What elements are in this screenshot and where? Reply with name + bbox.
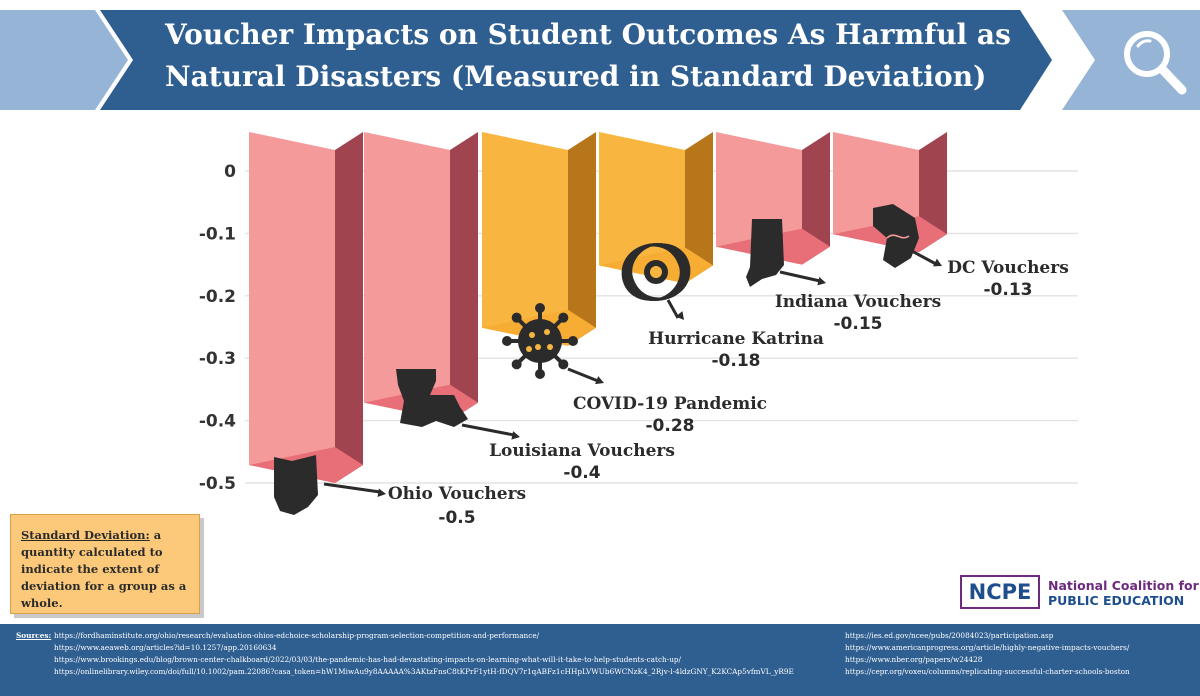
pointer-arrow <box>567 367 604 385</box>
sources-label: Sources: <box>16 631 52 640</box>
y-tick-label: -0.2 <box>199 287 236 307</box>
y-tick-label: -0.3 <box>199 349 236 369</box>
ncpe-logo: NCPE National Coalition for PUBLIC EDUCA… <box>960 575 1199 611</box>
bar-value-label: -0.15 <box>834 314 883 334</box>
bar-side-face <box>802 132 830 265</box>
bar-side-face <box>335 132 363 483</box>
definition-box: Standard Deviation: a quantity calculate… <box>10 514 200 614</box>
banner-main-arrow <box>100 10 1052 110</box>
indiana-state-icon <box>746 219 784 287</box>
sources-right-column: https://ies.ed.gov/ncee/pubs/20084023/pa… <box>845 630 1190 678</box>
hurricane-icon <box>621 242 691 302</box>
pointer-arrow <box>909 248 942 267</box>
bar-category-label: COVID-19 Pandemic <box>573 394 767 414</box>
y-tick-label: 0 <box>224 162 236 182</box>
dc-map-icon <box>873 204 919 268</box>
sources-left-column: https://fordhaminstitute.org/ohio/resear… <box>54 630 824 678</box>
bar-value-label: -0.5 <box>438 508 475 528</box>
bar-front-face <box>249 132 335 483</box>
source-link[interactable]: https://fordhaminstitute.org/ohio/resear… <box>54 631 540 640</box>
bar-value-label: -0.13 <box>984 280 1033 300</box>
bar-category-label: DC Vouchers <box>947 258 1069 278</box>
y-tick-label: -0.1 <box>199 224 236 244</box>
pointer-arrow <box>461 423 520 440</box>
logo-name-line1: National Coalition for <box>1048 578 1199 593</box>
logo-abbreviation: NCPE <box>960 575 1040 609</box>
bar <box>249 132 363 483</box>
source-link[interactable]: https://www.americanprogress.org/article… <box>845 643 1130 652</box>
virus-icon <box>502 303 578 379</box>
banner-left-chevron <box>0 10 128 110</box>
bar-category-label: Ohio Vouchers <box>388 484 526 504</box>
logo-name-line2: PUBLIC EDUCATION <box>1048 593 1185 608</box>
bar-value-label: -0.18 <box>712 351 761 371</box>
bar-category-label: Louisiana Vouchers <box>489 441 675 461</box>
bar-value-label: -0.4 <box>563 463 600 483</box>
bar-labels: Ohio Vouchers -0.5 Louisiana Vouchers-0.4 C… <box>388 258 1069 528</box>
bar-front-face <box>482 132 568 346</box>
y-axis: 0 -0.1 -0.2 -0.3 -0.4 -0.5 <box>199 162 236 494</box>
bar-category-label: Hurricane Katrina <box>648 329 824 349</box>
bar-chart: 0 -0.1 -0.2 -0.3 -0.4 -0.5 Ohio Vouchers -0.5 L… <box>199 132 1078 528</box>
bar-side-face <box>568 132 596 346</box>
ohio-state-icon <box>274 455 318 515</box>
source-link[interactable]: https://www.aeaweb.org/articles?id=10.12… <box>54 643 277 652</box>
bar-category-label: Indiana Vouchers <box>775 292 941 312</box>
pointer-arrow <box>323 482 386 498</box>
pointer-arrow <box>779 270 826 286</box>
title-banner <box>0 10 1200 110</box>
y-tick-label: -0.4 <box>199 412 236 432</box>
sources-footer: Sources: https://fordhaminstitute.org/oh… <box>0 624 1200 696</box>
source-link[interactable]: https://www.nber.org/papers/w24428 <box>845 655 983 664</box>
bar <box>833 132 947 253</box>
chart-title: Voucher Impacts on Student Outcomes As H… <box>165 18 1011 93</box>
definition-term: Standard Deviation: <box>21 528 150 542</box>
bar-value-label: -0.28 <box>646 416 695 436</box>
magnifying-glass-icon <box>1124 31 1187 95</box>
definition-text: a quantity calculated to indicate the ex… <box>21 528 187 610</box>
bar-icons <box>274 204 942 515</box>
source-link[interactable]: https://ies.ed.gov/ncee/pubs/20084023/pa… <box>845 631 1054 640</box>
source-link[interactable]: https://www.brookings.edu/blog/brown-cen… <box>54 655 682 664</box>
louisiana-state-icon <box>396 369 468 427</box>
source-link[interactable]: https://onlinelibrary.wiley.com/doi/full… <box>54 667 794 676</box>
y-tick-label: -0.5 <box>199 474 236 494</box>
bar-side-face <box>685 132 713 284</box>
pointer-arrow <box>666 299 684 320</box>
source-link[interactable]: https://cepr.org/voxeu/columns/replicati… <box>845 667 1130 676</box>
bar-side-face <box>450 132 478 421</box>
bar-front-face <box>364 132 450 421</box>
